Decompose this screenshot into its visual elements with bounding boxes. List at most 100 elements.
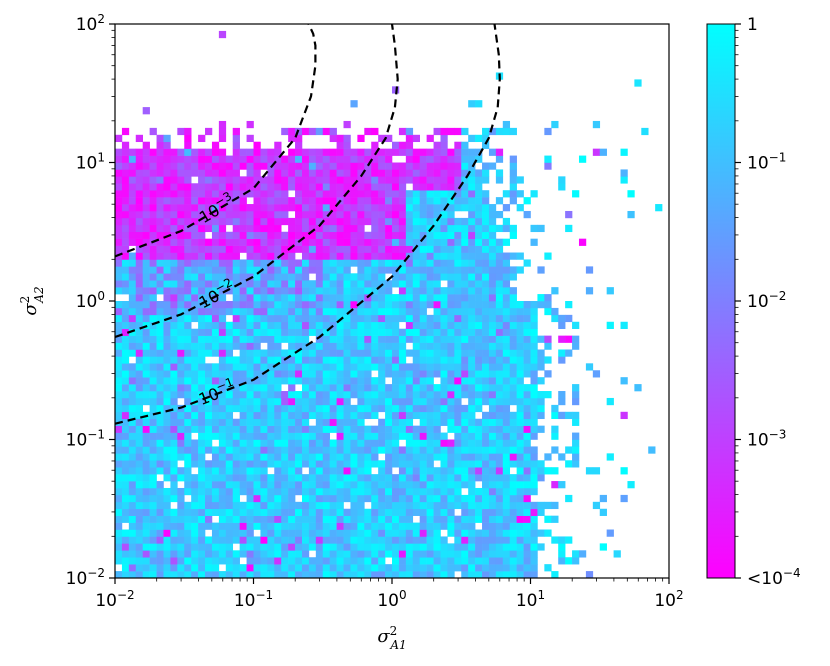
heatmap-cell: [447, 266, 455, 274]
heatmap-cell: [281, 557, 289, 565]
heatmap-cell: [343, 446, 351, 454]
heatmap-cell: [246, 210, 254, 219]
heatmap-cell: [523, 522, 531, 530]
heatmap-cell: [461, 404, 469, 413]
heatmap-cell: [253, 571, 261, 578]
heatmap-cell: [260, 183, 268, 191]
heatmap-cell: [433, 148, 441, 156]
heatmap-cell: [163, 273, 171, 281]
heatmap-cell: [115, 204, 123, 212]
heatmap-cell: [170, 356, 178, 364]
heatmap-cell: [191, 418, 199, 426]
heatmap-cell: [378, 418, 386, 426]
heatmap-cell: [378, 370, 386, 378]
heatmap-cell: [198, 238, 206, 246]
heatmap-cell: [315, 391, 324, 399]
heatmap-cell: [468, 169, 476, 177]
heatmap-cell: [267, 550, 275, 558]
heatmap-cell: [343, 217, 351, 226]
heatmap-cell: [115, 487, 123, 496]
heatmap-cell: [385, 266, 393, 274]
heatmap-cell: [135, 342, 143, 350]
heatmap-cell: [392, 204, 400, 212]
heatmap-cell: [488, 356, 497, 364]
heatmap-cell: [191, 529, 199, 537]
heatmap-cell: [295, 460, 303, 468]
heatmap-cell: [495, 370, 504, 378]
heatmap-cell: [412, 259, 420, 267]
heatmap-cell: [191, 252, 199, 260]
heatmap-cell: [482, 550, 490, 558]
heatmap-cell: [246, 487, 254, 496]
heatmap-cell: [544, 564, 552, 572]
heatmap-cell: [572, 432, 580, 440]
heatmap-cell: [454, 294, 462, 302]
heatmap-cell: [558, 411, 566, 420]
heatmap-cell: [426, 321, 434, 329]
heatmap-cell: [419, 487, 427, 496]
heatmap-cell: [115, 349, 123, 357]
heatmap-cell: [468, 301, 476, 309]
heatmap-cell: [246, 377, 254, 385]
heatmap-cell: [156, 328, 164, 336]
heatmap-cell: [198, 169, 206, 177]
heatmap-cell: [398, 259, 407, 267]
heatmap-cell: [405, 224, 414, 233]
heatmap-cell: [336, 487, 344, 496]
heatmap-cell: [184, 397, 192, 406]
heatmap-cell: [281, 328, 289, 336]
heatmap-cell: [572, 418, 580, 426]
heatmap-cell: [502, 411, 511, 420]
heatmap-cell: [468, 404, 476, 413]
heatmap-cell: [468, 190, 476, 198]
heatmap-cell: [246, 155, 254, 163]
colorbar-tick-label: <10−4: [747, 566, 801, 589]
heatmap-cell: [274, 377, 282, 385]
heatmap-cell: [170, 273, 178, 281]
heatmap-cell: [301, 536, 310, 544]
heatmap-cell: [343, 287, 351, 295]
heatmap-cell: [218, 487, 227, 496]
heatmap-cell: [308, 307, 317, 316]
heatmap-cell: [336, 425, 344, 433]
heatmap-cell: [419, 522, 427, 530]
heatmap-cell: [475, 349, 483, 357]
heatmap-cell: [426, 301, 434, 309]
heatmap-cell: [184, 543, 192, 551]
heatmap-cell: [198, 176, 206, 184]
heatmap-cell: [191, 155, 199, 163]
heatmap-cell: [350, 217, 358, 226]
heatmap-cell: [502, 335, 511, 343]
heatmap-cell: [329, 384, 337, 392]
heatmap-cell: [495, 169, 504, 177]
heatmap-cell: [218, 328, 227, 336]
heatmap-cell: [115, 266, 123, 274]
heatmap-cell: [260, 155, 268, 163]
heatmap-cell: [426, 564, 434, 572]
heatmap-cell: [516, 204, 524, 212]
heatmap-cell: [350, 432, 358, 440]
heatmap-cell: [419, 266, 427, 274]
heatmap-cell: [218, 522, 227, 530]
heatmap-cell: [350, 494, 358, 503]
heatmap-cell: [592, 148, 601, 156]
heatmap-cell: [357, 183, 365, 191]
heatmap-cell: [419, 432, 427, 440]
heatmap-cell: [364, 397, 372, 406]
heatmap-cell: [163, 494, 171, 503]
heatmap-cell: [468, 363, 476, 371]
heatmap-cell: [142, 494, 150, 503]
heatmap-cell: [357, 328, 365, 336]
heatmap-cell: [205, 197, 213, 205]
heatmap-cell: [572, 335, 580, 343]
heatmap-cell: [495, 280, 504, 288]
heatmap-cell: [211, 328, 220, 336]
heatmap-cell: [454, 543, 462, 551]
heatmap-cell: [211, 197, 220, 205]
heatmap-cell: [405, 148, 414, 156]
heatmap-cell: [128, 418, 137, 426]
heatmap-cell: [440, 439, 448, 447]
heatmap-cell: [198, 391, 206, 399]
heatmap-cell: [232, 453, 240, 461]
heatmap-cell: [392, 190, 400, 198]
